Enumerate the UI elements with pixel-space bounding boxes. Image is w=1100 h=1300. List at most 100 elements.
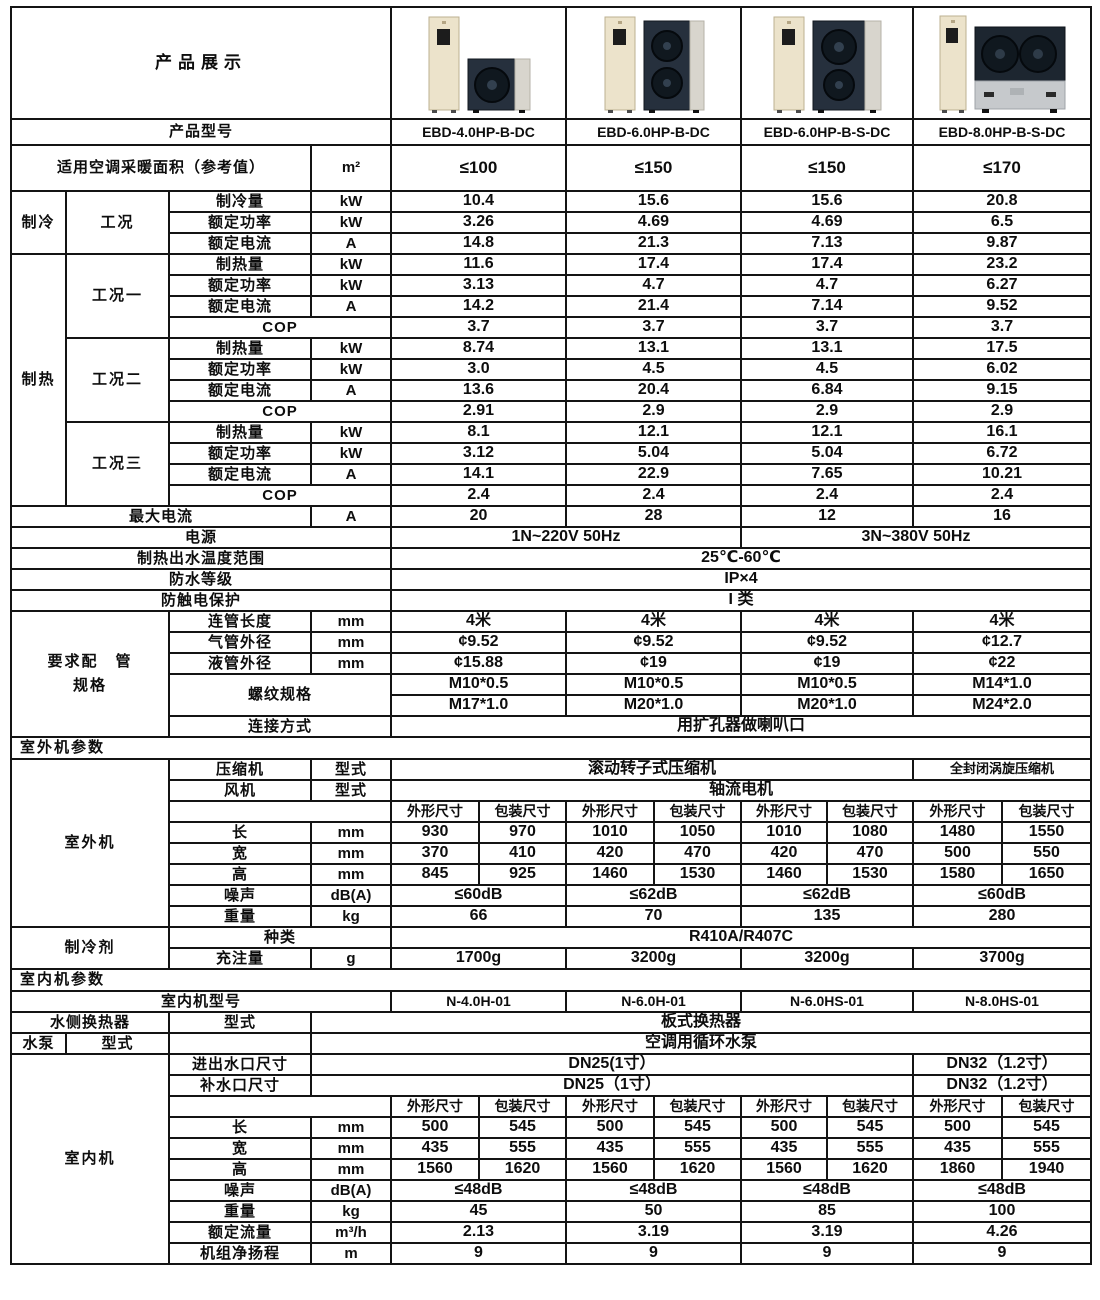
- indoor-model-name: N-4.0H-01: [390, 990, 567, 1013]
- table-row: 宽 mm 435 555 435 555 435 555 435 555: [11, 1137, 1092, 1160]
- value-cell: 9.15: [912, 379, 1092, 402]
- row-label-cop: COP: [168, 316, 392, 339]
- value-cell: ≤48dB: [390, 1179, 567, 1202]
- table-row: 额定功率 kW 3.13 4.7 4.7 6.27: [11, 274, 1092, 297]
- value-cell: 全封闭涡旋压缩机: [912, 758, 1092, 781]
- table-row: 外形尺寸 包装尺寸 外形尺寸 包装尺寸 外形尺寸 包装尺寸 外形尺寸 包装尺寸: [11, 800, 1092, 823]
- value-cell: 4.5: [740, 358, 914, 381]
- row-label: 宽: [168, 842, 312, 865]
- table-row: 宽 mm 370 410 420 470 420 470 500 550: [11, 842, 1092, 865]
- value-cell: 20.4: [565, 379, 742, 402]
- type-label: 型式: [310, 758, 392, 781]
- value-cell: ≤100: [390, 144, 567, 192]
- indoor-model-name: N-6.0HS-01: [740, 990, 914, 1013]
- row-label: 额定电流: [168, 232, 312, 255]
- value-cell: 470: [653, 842, 742, 865]
- dim-header-package: 包装尺寸: [826, 800, 914, 823]
- table-row: 室内机 进出水口尺寸 DN25(1寸） DN32（1.2寸）: [10, 1053, 1092, 1265]
- unit-cell: mm: [310, 1116, 392, 1139]
- value-cell: 13.1: [565, 337, 742, 360]
- value-cell: 13.1: [740, 337, 914, 360]
- type-label: 型式: [310, 779, 392, 802]
- unit-cell: mm: [310, 863, 392, 886]
- value-cell: 12.1: [740, 421, 914, 444]
- row-label: 连管长度: [168, 610, 312, 633]
- value-cell: 4.69: [740, 211, 914, 234]
- type-label: 型式: [65, 1032, 170, 1055]
- row-label: 额定功率: [168, 358, 312, 381]
- unit-cell: mm: [310, 1158, 392, 1181]
- value-cell: 930: [390, 821, 480, 844]
- refrigerant-kind-label: 种类: [168, 926, 392, 949]
- value-cell: 4米: [565, 610, 742, 633]
- outdoor-unit-dual-fan-icon: [812, 20, 882, 113]
- table-row: 制冷 工况 制冷量 kW 10.4 15.6 15.6 20.8: [10, 190, 1092, 255]
- empty-cell: [168, 1095, 392, 1118]
- product-photo-ebd-6s-icon: [743, 10, 911, 114]
- outdoor-unit-dual-fan-icon: [643, 20, 704, 113]
- dim-header-outline: 外形尺寸: [390, 1095, 480, 1118]
- unit-cell: mm: [310, 821, 392, 844]
- value-cell: 555: [826, 1137, 914, 1160]
- value-cell: 66: [390, 905, 567, 928]
- value-cell: 500: [740, 1116, 828, 1139]
- waterproof-label: 防水等级: [10, 568, 392, 591]
- unit-cell: g: [310, 947, 392, 970]
- value-cell: 7.65: [740, 463, 914, 486]
- dim-header-outline: 外形尺寸: [565, 800, 655, 823]
- row-label: 制热量: [168, 337, 312, 360]
- value-cell: 9: [390, 1242, 567, 1265]
- table-row: 额定电流 A 14.8 21.3 7.13 9.87: [11, 232, 1092, 255]
- unit-cell: kg: [310, 1200, 392, 1223]
- row-label: 长: [168, 1116, 312, 1139]
- dim-header-outline: 外形尺寸: [565, 1095, 655, 1118]
- cooling-group-label: 制冷: [10, 190, 67, 255]
- value-cell: 16: [912, 505, 1092, 528]
- product-photo-cell-4: [912, 6, 1092, 120]
- value-cell: 25℃-60℃: [390, 547, 1092, 570]
- table-row: 额定功率 kW 3.12 5.04 5.04 6.72: [11, 442, 1092, 465]
- value-cell: 1560: [740, 1158, 828, 1181]
- value-cell: 280: [912, 905, 1092, 928]
- indoor-model-name: N-8.0HS-01: [912, 990, 1092, 1013]
- head-label: 机组净扬程: [168, 1242, 312, 1265]
- table-row: COP 3.7 3.7 3.7 3.7: [11, 316, 1092, 339]
- unit-cell: A: [310, 505, 392, 528]
- value-cell: 8.1: [390, 421, 567, 444]
- value-cell: ¢9.52: [740, 631, 914, 654]
- indoor-tower-unit-icon: [939, 15, 967, 113]
- value-cell: 1560: [390, 1158, 480, 1181]
- row-label: 气管外径: [168, 631, 312, 654]
- value-cell: 6.84: [740, 379, 914, 402]
- dim-header-package: 包装尺寸: [653, 1095, 742, 1118]
- value-cell: 555: [478, 1137, 567, 1160]
- unit-cell: mm: [310, 1137, 392, 1160]
- value-cell: 9: [912, 1242, 1092, 1265]
- value-cell: 100: [912, 1200, 1092, 1223]
- table-row: 噪声 dB(A) ≤60dB ≤62dB ≤62dB ≤60dB: [11, 884, 1092, 907]
- table-row: 额定电流 A 14.1 22.9 7.65 10.21: [11, 463, 1092, 486]
- product-photo-cell-2: [565, 6, 742, 120]
- dim-header-package: 包装尺寸: [1001, 800, 1092, 823]
- value-cell: DN32（1.2寸）: [912, 1053, 1092, 1076]
- value-cell: 470: [826, 842, 914, 865]
- table-row: 连接方式 用扩孔器做喇叭口: [11, 715, 1092, 738]
- indoor-tower-unit-icon: [604, 16, 635, 113]
- value-cell: 8.74: [390, 337, 567, 360]
- outdoor-group-label: 室外机: [10, 758, 170, 928]
- value-cell: 17.4: [565, 253, 742, 276]
- outdoor-unit-single-fan-icon: [467, 58, 530, 113]
- value-cell: 3.7: [912, 316, 1092, 339]
- value-cell: M20*1.0: [740, 694, 914, 717]
- value-cell: 滚动转子式压缩机: [390, 758, 914, 781]
- table-row: 风机 型式 轴流电机: [11, 779, 1092, 802]
- value-cell: 17.5: [912, 337, 1092, 360]
- dim-header-outline: 外形尺寸: [740, 800, 828, 823]
- unit-cell: kW: [310, 190, 392, 213]
- thread-spec-label: 螺纹规格: [168, 673, 392, 717]
- table-row: 高 mm 845 925 1460 1530 1460 1530 1580 16…: [11, 863, 1092, 886]
- product-display-label: 产品展示: [10, 6, 392, 120]
- value-cell: M17*1.0: [390, 694, 567, 717]
- value-cell: DN25（1寸）: [310, 1074, 914, 1097]
